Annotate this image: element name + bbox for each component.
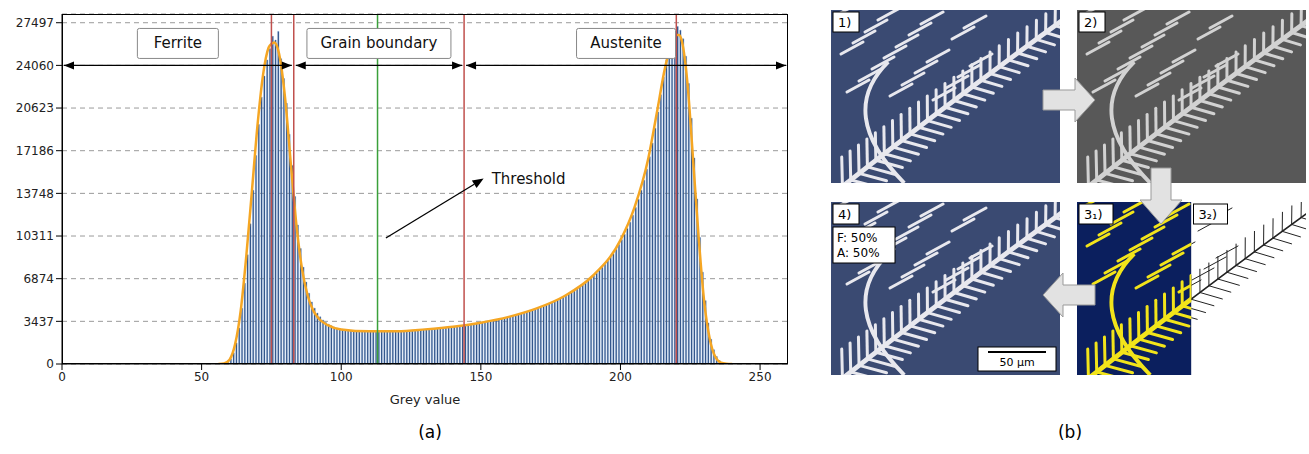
svg-text:250: 250 [749, 370, 772, 384]
svg-text:27497: 27497 [16, 16, 54, 30]
svg-text:10311: 10311 [16, 229, 54, 243]
svg-text:50: 50 [194, 370, 209, 384]
html-text:(b): (b) [1058, 422, 1082, 442]
svg-text:Threshold: Threshold [491, 170, 566, 188]
svg-text:1): 1) [838, 15, 851, 30]
svg-text:3₁): 3₁) [1084, 207, 1103, 222]
svg-text:Grey value: Grey value [390, 392, 460, 407]
svg-text:100: 100 [330, 370, 353, 384]
svg-text:13748: 13748 [16, 187, 54, 201]
svg-text:17186: 17186 [16, 144, 54, 158]
svg-text:6874: 6874 [23, 272, 54, 286]
svg-text:200: 200 [609, 370, 632, 384]
svg-text:0: 0 [46, 357, 54, 371]
svg-text:3437: 3437 [23, 315, 54, 329]
svg-text:A: 50%: A: 50% [837, 246, 880, 260]
svg-text:150: 150 [469, 370, 492, 384]
svg-text:0: 0 [58, 370, 66, 384]
svg-text:3₂): 3₂) [1199, 207, 1218, 222]
svg-text:Grain boundary: Grain boundary [320, 34, 437, 52]
svg-text:4): 4) [838, 207, 851, 222]
svg-text:50 µm: 50 µm [999, 356, 1034, 369]
svg-text:Ferrite: Ferrite [154, 34, 202, 52]
svg-text:Austenite: Austenite [590, 34, 661, 52]
svg-text:24060: 24060 [16, 59, 54, 73]
svg-text:20623: 20623 [16, 101, 54, 115]
html-text:(a): (a) [418, 422, 442, 442]
svg-text:2): 2) [1084, 15, 1097, 30]
svg-text:F: 50%: F: 50% [837, 231, 878, 245]
